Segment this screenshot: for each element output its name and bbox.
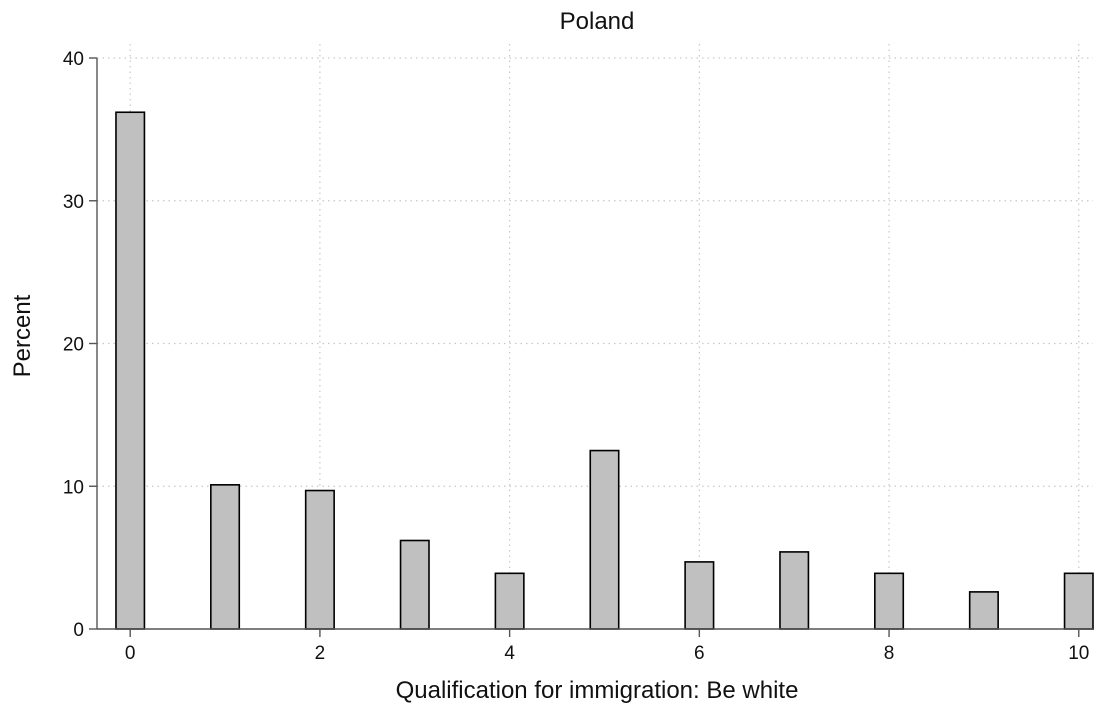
bar-0 [115, 111, 146, 630]
y-tick-label: 30 [63, 192, 84, 213]
y-tick-label: 0 [73, 620, 84, 641]
bar-2 [304, 489, 335, 630]
bar-4 [494, 572, 525, 630]
x-tick-label: 10 [1068, 643, 1089, 664]
chart-title: Poland [560, 8, 635, 35]
bar-6 [684, 561, 715, 630]
y-axis-title: Percent [9, 294, 36, 377]
x-tick-label: 2 [315, 643, 326, 664]
x-tick-label: 4 [504, 643, 515, 664]
bar-9 [968, 591, 999, 630]
y-tick-label: 20 [63, 335, 84, 356]
x-tick-label: 6 [694, 643, 705, 664]
bars [115, 111, 1094, 630]
y-tick-label: 10 [63, 477, 84, 498]
bar-8 [874, 572, 905, 630]
bar-3 [399, 539, 430, 630]
y-tick-label: 40 [63, 49, 84, 70]
bar-10 [1063, 572, 1094, 630]
x-tick-label: 0 [125, 643, 136, 664]
bar-7 [779, 551, 810, 630]
bar-5 [589, 449, 620, 630]
x-tick-label: 8 [884, 643, 895, 664]
x-axis-title: Qualification for immigration: Be white [396, 677, 799, 704]
bar-1 [210, 484, 241, 630]
axes: 0 10 20 30 40 0 2 4 6 8 10 [63, 49, 1093, 664]
